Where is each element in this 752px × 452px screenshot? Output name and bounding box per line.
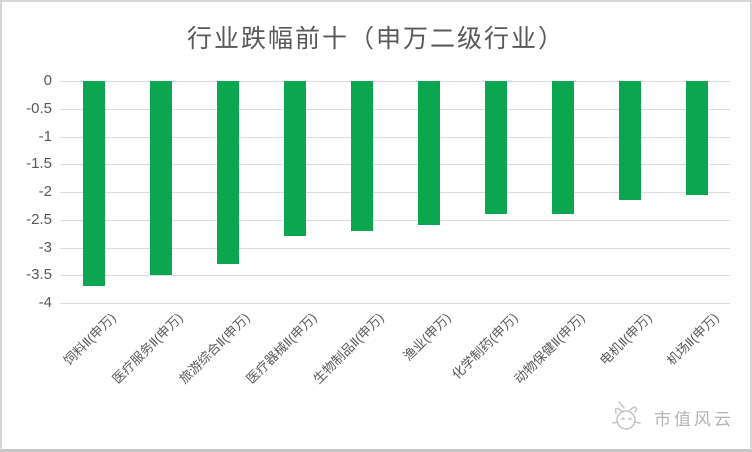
gridline (60, 81, 730, 82)
y-tick-label: -4 (38, 294, 52, 311)
gridline (60, 303, 730, 304)
bar (417, 81, 440, 226)
gridline (60, 275, 730, 277)
y-tick-label: -1 (38, 127, 52, 145)
bar (484, 81, 507, 215)
watermark: 市值风云 (610, 399, 734, 435)
plot-area (60, 81, 730, 304)
bar (216, 81, 239, 265)
gridline (60, 219, 730, 221)
bar (551, 81, 574, 215)
y-tick-label: -3.5 (26, 266, 52, 284)
bar (685, 81, 708, 195)
gridline (60, 164, 730, 166)
bar (149, 81, 172, 276)
cat-doodle-icon (612, 401, 641, 430)
bar (82, 81, 105, 287)
watermark-text: 市值风云 (654, 409, 734, 429)
y-tick-label: -2.5 (26, 210, 52, 228)
y-tick-label: -2 (38, 183, 52, 200)
bar (618, 81, 641, 201)
y-tick-label: -3 (38, 238, 52, 256)
y-tick-label: -1.5 (26, 155, 52, 173)
gridline (60, 136, 730, 138)
y-tick-label: -0.5 (26, 99, 52, 117)
bar (350, 81, 373, 231)
gridline (60, 108, 730, 110)
bar (283, 81, 306, 237)
y-tick-label: 0 (43, 72, 52, 89)
gridline (60, 247, 730, 249)
gridline (60, 192, 730, 193)
chart-title: 行业跌幅前十（申万二级行业） (186, 26, 565, 53)
